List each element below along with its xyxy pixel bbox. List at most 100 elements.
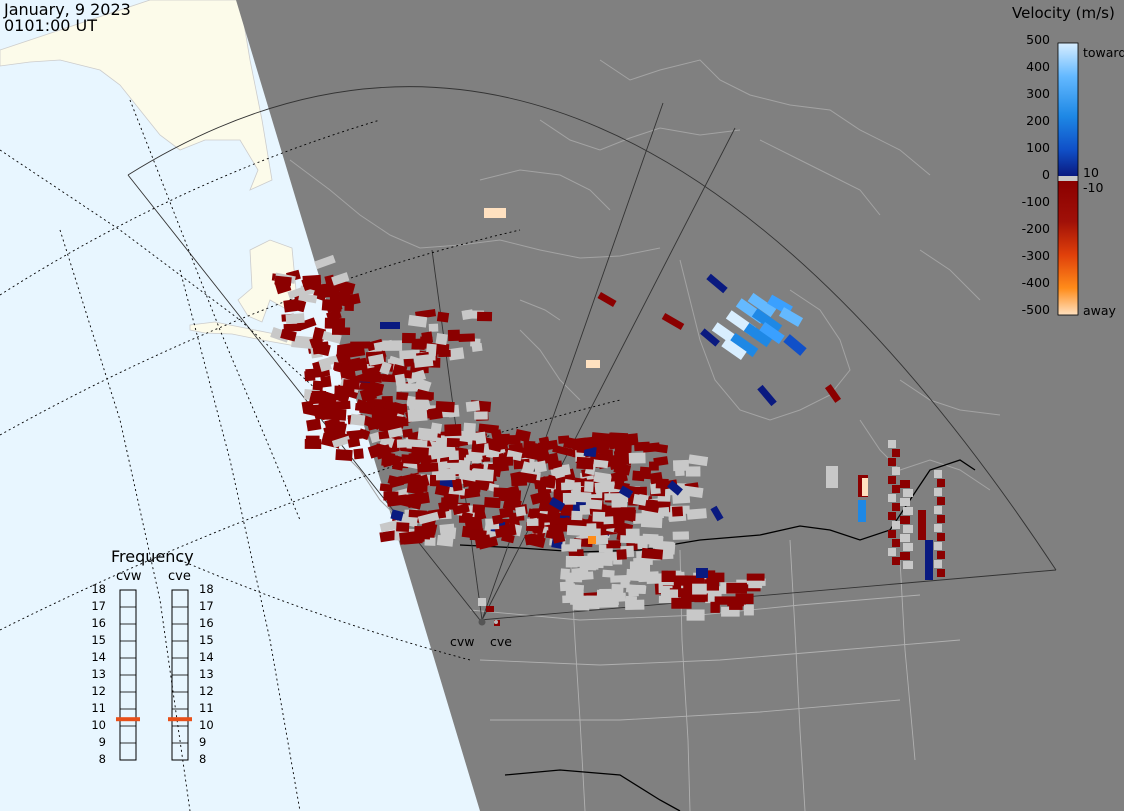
- legend-tick-label: -400: [1021, 275, 1050, 290]
- frequency-scale-label: 16: [91, 616, 106, 630]
- velocity-cell: [706, 273, 728, 294]
- velocity-cell: [415, 391, 434, 400]
- velocity-cell: [492, 456, 514, 467]
- velocity-cell: [309, 335, 324, 348]
- velocity-cell: [474, 411, 488, 420]
- velocity-cell: [574, 438, 594, 452]
- velocity-cell: [613, 449, 632, 459]
- velocity-cell: [937, 551, 945, 559]
- velocity-cell: [610, 470, 628, 484]
- velocity-cell: [335, 449, 353, 461]
- velocity-cell: [461, 309, 474, 321]
- velocity-cell: [291, 298, 307, 313]
- velocity-cell: [620, 576, 630, 588]
- velocity-cell: [417, 427, 439, 442]
- velocity-cell: [357, 428, 371, 441]
- velocity-cell: [934, 524, 942, 532]
- velocity-cell: [448, 347, 465, 361]
- velocity-cell: [553, 466, 565, 479]
- radar-label-cvw: cvw: [116, 569, 142, 584]
- velocity-cell: [321, 330, 342, 344]
- velocity-cell: [446, 437, 460, 448]
- velocity-cell: [331, 435, 351, 449]
- velocity-cell: [660, 589, 679, 601]
- velocity-cell: [571, 584, 585, 595]
- velocity-cell: [471, 342, 483, 352]
- frequency-scale-label: 14: [199, 650, 214, 664]
- velocity-cell: [629, 561, 651, 572]
- velocity-cell: [632, 493, 649, 507]
- velocity-cell: [660, 550, 674, 560]
- velocity-cell: [436, 311, 450, 323]
- velocity-cell: [680, 591, 700, 601]
- frequency-scale-label: 18: [199, 582, 214, 596]
- radar-site-cvw: [478, 618, 486, 626]
- velocity-cell: [274, 275, 292, 287]
- velocity-cell: [379, 361, 392, 375]
- velocity-cell: [641, 547, 664, 560]
- legend-tick-label: -300: [1021, 248, 1050, 263]
- velocity-cell: [304, 370, 316, 382]
- frequency-scale-label: 16: [199, 616, 214, 630]
- velocity-cell: [474, 431, 487, 445]
- frequency-scale-label: 13: [91, 667, 106, 681]
- velocity-cell: [484, 497, 501, 509]
- velocity-cell: [937, 533, 945, 541]
- velocity-cell: [726, 582, 747, 594]
- velocity-cell: [394, 373, 406, 387]
- legend-tick-label: 100: [1026, 140, 1050, 155]
- velocity-cell: [526, 518, 539, 527]
- frequency-scale-label: 12: [91, 684, 106, 698]
- legend-ten-pos-label: 10: [1083, 165, 1099, 180]
- velocity-cell: [344, 344, 366, 359]
- velocity-cell: [900, 516, 910, 524]
- frequency-scale-label: 12: [199, 684, 214, 698]
- velocity-cell: [858, 500, 866, 522]
- velocity-cell: [326, 309, 342, 322]
- velocity-cell: [451, 478, 463, 492]
- velocity-cell: [925, 540, 933, 580]
- velocity-cell: [484, 208, 506, 218]
- legend-tick-label: 200: [1026, 113, 1050, 128]
- velocity-cell: [547, 507, 560, 517]
- velocity-cell: [888, 494, 896, 502]
- velocity-cell: [396, 522, 410, 533]
- velocity-cell: [934, 470, 942, 478]
- legend-tick-label: -200: [1021, 221, 1050, 236]
- velocity-cell: [501, 533, 515, 544]
- velocity-cell: [478, 423, 499, 434]
- velocity-cell: [673, 575, 688, 586]
- velocity-cell: [686, 609, 705, 621]
- velocity-cell: [443, 493, 459, 504]
- velocity-cell: [667, 480, 683, 496]
- velocity-cell: [571, 510, 583, 521]
- velocity-cell: [892, 539, 900, 547]
- velocity-cell: [476, 311, 493, 322]
- velocity-cell: [460, 511, 474, 523]
- velocity-cell: [620, 535, 637, 544]
- legend-tick-label: 300: [1026, 86, 1050, 101]
- velocity-cell: [492, 514, 504, 525]
- velocity-cell: [428, 323, 439, 332]
- velocity-cell: [602, 594, 615, 605]
- velocity-cell: [458, 459, 471, 472]
- velocity-cell: [646, 573, 667, 585]
- velocity-cell: [306, 418, 322, 432]
- velocity-cell: [721, 338, 747, 360]
- velocity-cell: [721, 606, 740, 617]
- frequency-scale-label: 15: [91, 633, 106, 647]
- velocity-cell: [536, 452, 551, 462]
- velocity-cell: [367, 381, 385, 395]
- velocity-cell: [604, 493, 625, 501]
- velocity-cell: [683, 485, 704, 498]
- velocity-cell: [576, 456, 594, 470]
- frequency-scale-label: 11: [91, 701, 106, 715]
- velocity-cell: [435, 468, 456, 481]
- velocity-cell: [757, 384, 777, 407]
- velocity-cell: [379, 529, 399, 543]
- frequency-title: Frequency: [111, 547, 194, 566]
- velocity-cell: [298, 292, 318, 304]
- velocity-cell: [331, 272, 350, 286]
- legend-title: Velocity (m/s): [1012, 4, 1115, 22]
- velocity-cell: [934, 488, 942, 496]
